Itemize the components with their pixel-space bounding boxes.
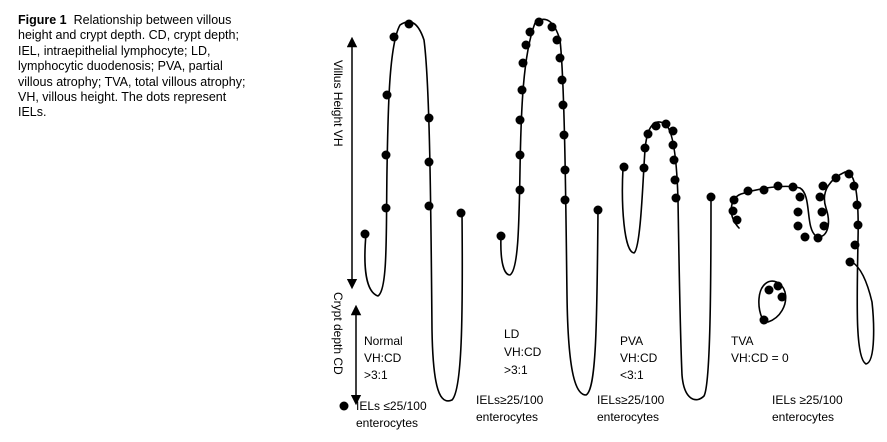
figure-label: Figure 1 [18, 13, 67, 27]
ld-iel-unit: enterocytes [476, 410, 538, 424]
crypt-depth-label: Crypt depth CD [331, 292, 345, 375]
normal-iel-unit: enterocytes [356, 416, 418, 430]
tva-ratio-label: VH:CD = 0 [731, 351, 789, 365]
legend-iel-dot [339, 401, 349, 411]
figure-caption: Figure 1 Relationship between villous hei… [18, 13, 253, 121]
normal-ratio-value: >3:1 [364, 368, 388, 382]
normal-name: Normal [364, 334, 403, 348]
pva-ratio-label: VH:CD [620, 351, 658, 365]
normal-villus-outline [364, 21, 464, 402]
pva-ratio-value: <3:1 [620, 368, 644, 382]
pva-iel-legend: IELs≥25/100 [597, 393, 665, 407]
normal-villus [360, 19, 466, 402]
ld-ratio-label: VH:CD [504, 345, 542, 359]
normal-iel-legend: IELs ≤25/100 [356, 399, 427, 413]
tva-iel-legend: IELs ≥25/100 [772, 393, 843, 407]
pva-name: PVA [620, 334, 643, 348]
ld-villus [496, 17, 603, 396]
ld-name: LD [504, 327, 520, 341]
pva-villus [619, 119, 716, 401]
pva-iel-unit: enterocytes [597, 410, 659, 424]
ld-ratio-value: >3:1 [504, 363, 528, 377]
figure-caption-text: Relationship between villous height and … [18, 13, 246, 120]
villus-height-label: Villus Height VH [331, 60, 345, 146]
tva-name: TVA [731, 334, 753, 348]
tva-villus [728, 169, 875, 365]
normal-ratio-label: VH:CD [364, 351, 402, 365]
ld-iel-legend: IELs≥25/100 [476, 393, 544, 407]
tva-iel-unit: enterocytes [772, 410, 834, 424]
